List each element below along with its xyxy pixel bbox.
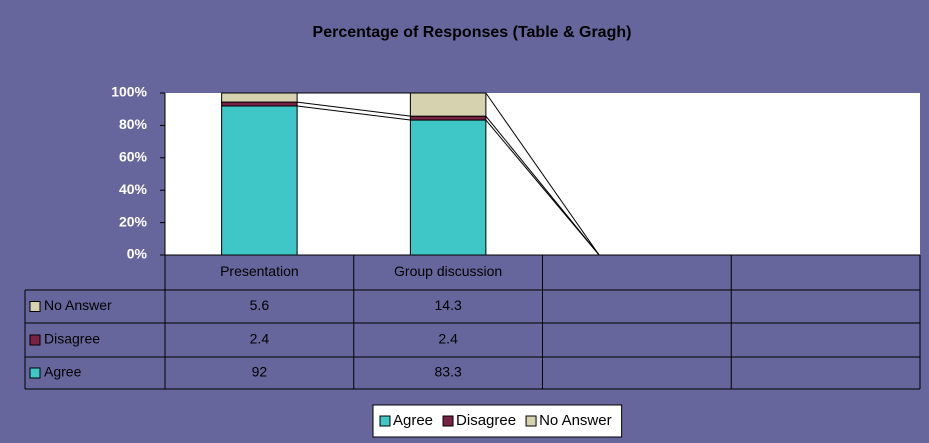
x-tick-label: Group discussion <box>394 263 502 279</box>
legend-label: Agree <box>393 412 433 429</box>
y-tick-label: 100% <box>111 84 147 100</box>
table-row-label: Agree <box>44 364 82 380</box>
table-cell: 2.4 <box>438 331 458 347</box>
table-cell: 14.3 <box>435 297 462 313</box>
series-line <box>485 115 600 256</box>
table-cell: 83.3 <box>435 364 462 380</box>
bar <box>221 92 298 103</box>
bar <box>221 101 298 107</box>
legend-key <box>379 415 391 427</box>
series-line <box>297 105 411 121</box>
bar <box>409 92 487 117</box>
legend <box>372 404 623 438</box>
legend-label: No Answer <box>539 412 612 429</box>
legend-key <box>29 301 41 312</box>
legend-key <box>525 415 537 427</box>
legend-label: Disagree <box>456 412 516 429</box>
series-line <box>297 101 411 117</box>
y-tick-label: 80% <box>119 116 148 132</box>
legend-key <box>29 334 41 346</box>
table-cell: 5.6 <box>250 297 270 313</box>
y-tick-label: 20% <box>119 213 148 229</box>
bar <box>409 119 487 256</box>
y-tick-label: 40% <box>119 181 148 197</box>
series-line <box>485 92 600 256</box>
y-tick-label: 60% <box>119 149 148 165</box>
x-tick-label: Presentation <box>220 263 299 279</box>
legend-key <box>442 415 454 427</box>
y-tick-label: 0% <box>127 246 148 262</box>
bar <box>221 105 298 256</box>
bar <box>409 115 487 121</box>
table-cell: 92 <box>252 364 268 380</box>
table-row-label: Disagree <box>44 331 100 347</box>
chart-title: Percentage of Responses (Table & Gragh) <box>313 24 632 41</box>
legend-key <box>29 367 41 379</box>
table-cell: 2.4 <box>250 331 270 347</box>
table-row-label: No Answer <box>44 297 112 313</box>
